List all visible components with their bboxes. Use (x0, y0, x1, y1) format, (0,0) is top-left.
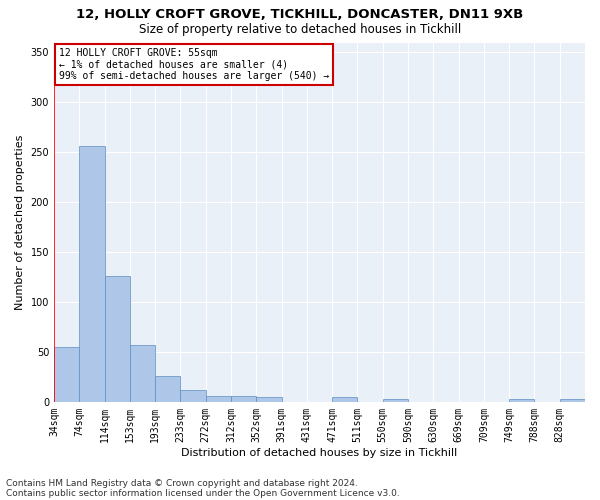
Bar (560, 399, 585, 402)
Bar (54, 347, 79, 402)
Y-axis label: Number of detached properties: Number of detached properties (15, 134, 25, 310)
Text: Size of property relative to detached houses in Tickhill: Size of property relative to detached ho… (139, 22, 461, 36)
Bar (231, 396, 256, 402)
Bar (383, 399, 408, 402)
Bar (130, 345, 155, 402)
Bar (155, 376, 181, 402)
Bar (256, 397, 281, 402)
Bar (79, 146, 104, 402)
Bar (104, 276, 130, 402)
Bar (332, 397, 358, 402)
Text: 12 HOLLY CROFT GROVE: 55sqm
← 1% of detached houses are smaller (4)
99% of semi-: 12 HOLLY CROFT GROVE: 55sqm ← 1% of deta… (59, 48, 329, 81)
Bar (509, 399, 535, 402)
Text: Contains public sector information licensed under the Open Government Licence v3: Contains public sector information licen… (6, 488, 400, 498)
X-axis label: Distribution of detached houses by size in Tickhill: Distribution of detached houses by size … (181, 448, 458, 458)
Text: Contains HM Land Registry data © Crown copyright and database right 2024.: Contains HM Land Registry data © Crown c… (6, 478, 358, 488)
Text: 12, HOLLY CROFT GROVE, TICKHILL, DONCASTER, DN11 9XB: 12, HOLLY CROFT GROVE, TICKHILL, DONCAST… (76, 8, 524, 20)
Bar (206, 396, 231, 402)
Bar (181, 390, 206, 402)
